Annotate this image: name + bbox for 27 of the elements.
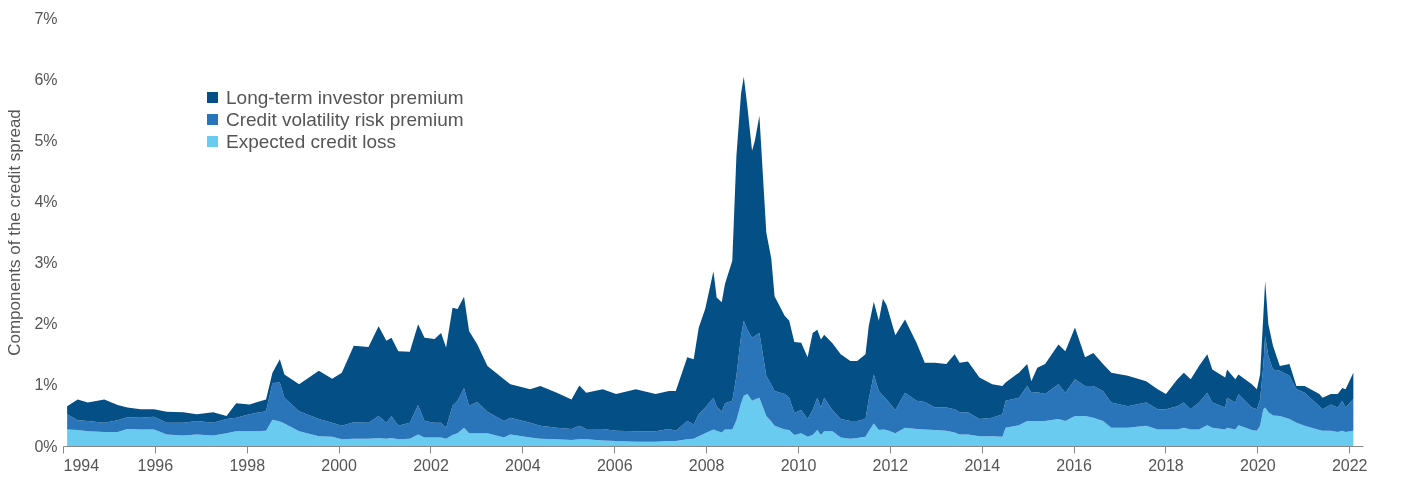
x-tick-label: 2012 [872, 456, 909, 474]
x-tick-label: 2020 [1240, 456, 1276, 474]
legend-label: Credit volatility risk premium [226, 108, 464, 130]
y-tick-label: 7% [34, 9, 58, 27]
legend-label: Expected credit loss [226, 130, 397, 152]
y-tick-label: 1% [34, 376, 58, 394]
y-tick-label: 3% [34, 254, 58, 272]
y-tick-label: 0% [34, 437, 58, 455]
y-tick-label: 2% [34, 315, 58, 333]
x-tick-label: 2008 [688, 456, 725, 474]
legend-label: Long-term investor premium [226, 86, 464, 108]
x-tick-label: 2006 [596, 456, 633, 474]
x-tick-label: 2014 [964, 456, 1001, 474]
x-tick-label: 2002 [413, 456, 449, 474]
x-tick-label: 2010 [780, 456, 817, 474]
y-tick-label: 4% [34, 192, 58, 210]
x-tick-label: 2016 [1056, 456, 1092, 474]
x-tick-label: 2000 [321, 456, 358, 474]
y-tick-label: 5% [34, 131, 58, 149]
x-tick-label: 1994 [63, 456, 100, 474]
x-tick-label: 2018 [1148, 456, 1184, 474]
y-axis-title: Components of the credit spread [5, 109, 25, 356]
x-tick-label: 2004 [505, 456, 541, 474]
x-tick-label: 2022 [1331, 456, 1368, 474]
x-tick-label: 1998 [229, 456, 266, 474]
y-tick-label: 6% [34, 70, 58, 88]
x-tick-label: 1996 [137, 456, 174, 474]
